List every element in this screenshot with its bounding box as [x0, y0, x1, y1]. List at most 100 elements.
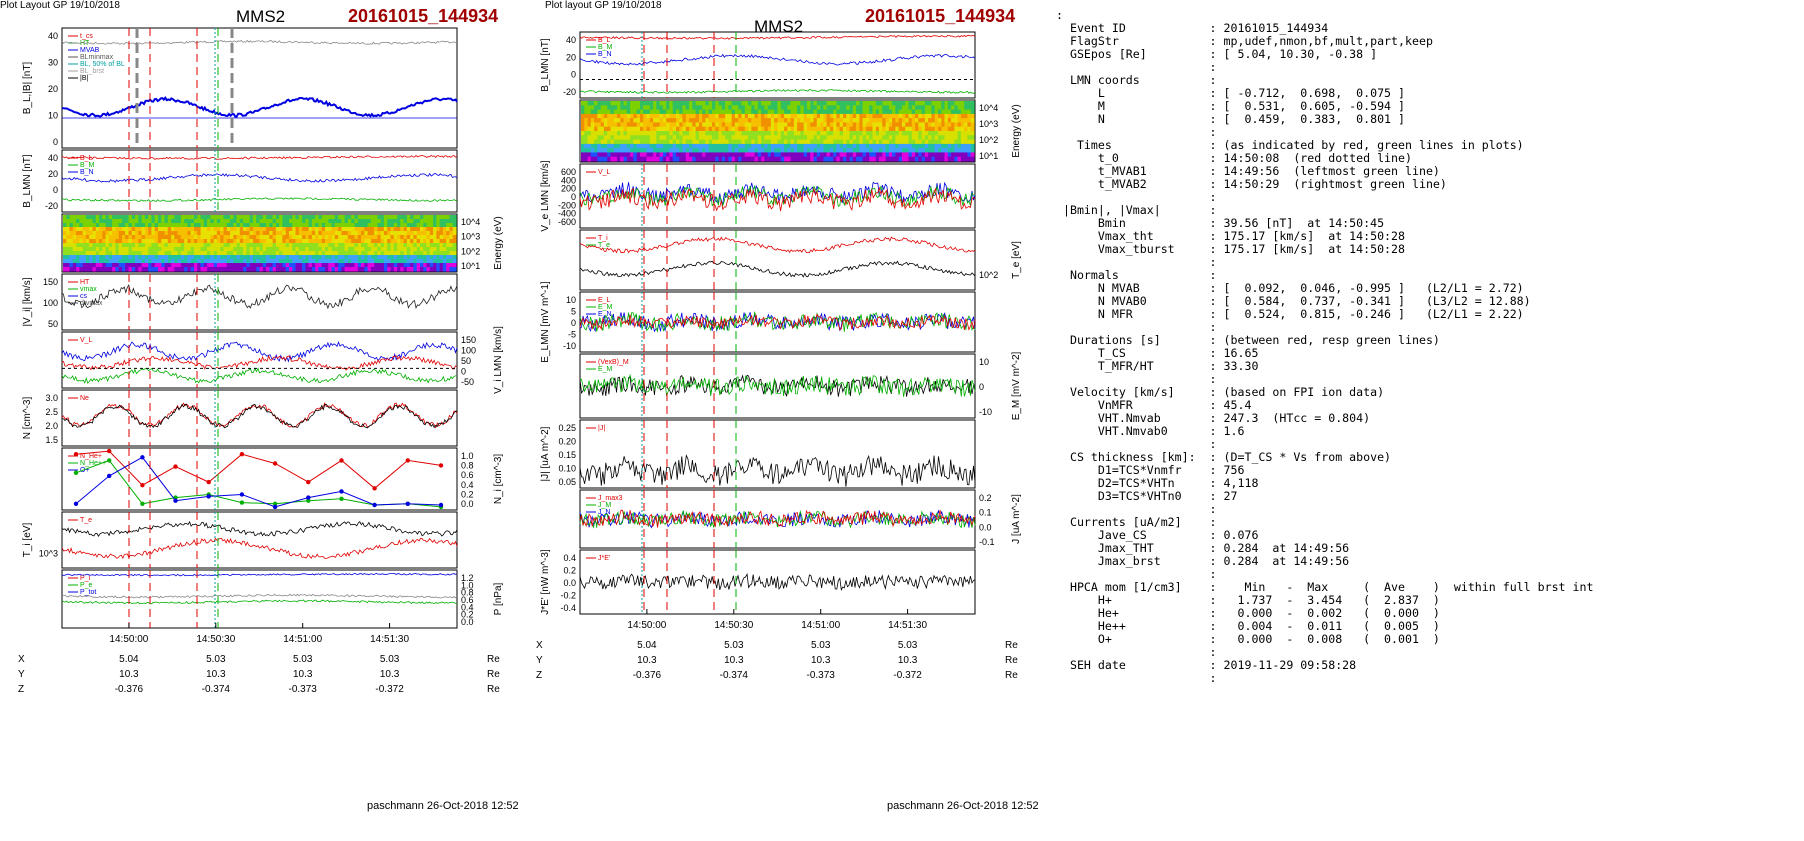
- spectrogram-cell: [630, 113, 634, 119]
- spectrogram-cell: [915, 148, 919, 153]
- spectrogram-cell: [869, 152, 874, 158]
- spectrogram-cell: [748, 139, 752, 145]
- spectrogram-cell: [357, 235, 362, 240]
- spectrogram-cell: [285, 251, 290, 256]
- spectrogram-cell: [918, 148, 923, 153]
- spectrogram-cell: [597, 101, 602, 106]
- spectrogram-cell: [282, 247, 287, 252]
- spectrogram-cell: [220, 263, 225, 268]
- spectrogram-cell: [318, 215, 323, 220]
- spectrogram-cell: [174, 239, 179, 244]
- spectrogram-cell: [367, 227, 372, 232]
- spectrogram-cell: [187, 251, 192, 256]
- spectrogram-cell: [849, 109, 854, 115]
- spectrogram-cell: [734, 135, 739, 141]
- position-value: 5.03: [206, 654, 226, 665]
- spectrogram-cell: [901, 156, 906, 162]
- spectrogram-cell: [702, 101, 707, 106]
- spectrogram-cell: [643, 148, 648, 153]
- spectrogram-cell: [823, 109, 828, 115]
- spectrogram-cell: [449, 259, 454, 264]
- y-tick-label: 0.2: [461, 610, 474, 620]
- spectrogram-cell: [640, 109, 644, 115]
- spectrogram-cell: [171, 255, 175, 260]
- spectrogram-cell: [590, 152, 595, 158]
- y-tick-label: -50: [461, 377, 474, 387]
- spectrogram-cell: [190, 251, 195, 256]
- spectrogram-cell: [203, 219, 208, 224]
- bm-series: [61, 172, 458, 183]
- spectrogram-cell: [748, 122, 752, 128]
- spectrogram-cell: [610, 135, 615, 141]
- spectrogram-cell: [918, 118, 923, 123]
- spectrogram-cell: [626, 126, 631, 132]
- spectrogram-cell: [442, 227, 447, 232]
- spectrogram-cell: [151, 235, 156, 240]
- spectrogram-cell: [892, 105, 896, 111]
- spectrogram-cell: [712, 139, 716, 145]
- spectrogram-cell: [770, 139, 775, 145]
- spectrogram-cell: [754, 152, 759, 158]
- spectrogram-cell: [115, 215, 120, 220]
- spectrogram-cell: [246, 215, 251, 220]
- spectrogram-cell: [354, 267, 359, 272]
- spectrogram-cell: [669, 135, 674, 141]
- spectrogram-cell: [436, 219, 441, 224]
- spectrogram-cell: [328, 243, 333, 248]
- spectrogram-cell: [649, 135, 654, 141]
- spectrogram-cell: [63, 215, 67, 220]
- spectrogram-cell: [823, 131, 828, 136]
- spectrogram-cell: [141, 251, 146, 256]
- spectrogram-cell: [364, 215, 369, 220]
- spectrogram-cell: [646, 122, 651, 128]
- spectrogram-cell: [833, 148, 838, 153]
- spectrogram-cell: [128, 259, 133, 264]
- spectrogram-cell: [72, 243, 77, 248]
- spectrogram-cell: [89, 223, 94, 228]
- spectrogram-cell: [698, 126, 703, 132]
- spectrogram-cell: [321, 223, 326, 228]
- spectrogram-cell: [338, 255, 342, 260]
- spectrogram-cell: [712, 135, 716, 141]
- spectrogram-cell: [285, 223, 290, 228]
- spectrogram-cell: [718, 131, 723, 136]
- y-tick-label: 10: [979, 357, 989, 367]
- spectrogram-cell: [607, 118, 612, 123]
- spectrogram-cell: [292, 231, 297, 236]
- spectrogram-cell: [584, 152, 589, 158]
- spectrogram-cell: [387, 263, 392, 268]
- y-axis-label: J*E' [nW m^-3]: [540, 549, 551, 615]
- spectrogram-cell: [597, 139, 602, 145]
- spectrogram-cell: [951, 113, 955, 119]
- spectrogram-cell: [207, 259, 211, 264]
- spectrogram-cell: [852, 118, 857, 123]
- spectrogram-cell: [223, 263, 228, 268]
- spectrogram-cell: [967, 101, 972, 106]
- spectrogram-cell: [590, 105, 595, 111]
- y-tick-label: 0.6: [461, 470, 474, 480]
- spectrogram-cell: [216, 231, 221, 236]
- spectrogram-cell: [167, 215, 172, 220]
- spectrogram-cell: [692, 139, 697, 145]
- spectrogram-cell: [79, 251, 84, 256]
- spectrogram-cell: [646, 148, 651, 153]
- spectrogram-cell: [436, 259, 441, 264]
- spectrogram-cell: [289, 243, 293, 248]
- spectrogram-cell: [594, 122, 598, 128]
- legend-label: (VexB)_M: [598, 359, 629, 366]
- spectrogram-cell: [941, 139, 946, 145]
- spectrogram-cell: [154, 215, 159, 220]
- spectrogram-cell: [413, 231, 418, 236]
- spectrogram-cell: [370, 239, 375, 244]
- spectrogram-cell: [410, 259, 414, 264]
- spectrogram-cell: [738, 105, 743, 111]
- spectrogram-cell: [934, 101, 939, 106]
- spectrogram-cell: [252, 255, 257, 260]
- y-tick-label: 40: [48, 31, 58, 41]
- spectrogram-cell: [135, 239, 139, 244]
- spectrogram-cell: [92, 243, 97, 248]
- spectrogram-cell: [679, 148, 684, 153]
- spectrogram-cell: [305, 263, 310, 268]
- spectrogram-cell: [393, 215, 398, 220]
- y-axis-label: T_i [eV]: [22, 523, 33, 558]
